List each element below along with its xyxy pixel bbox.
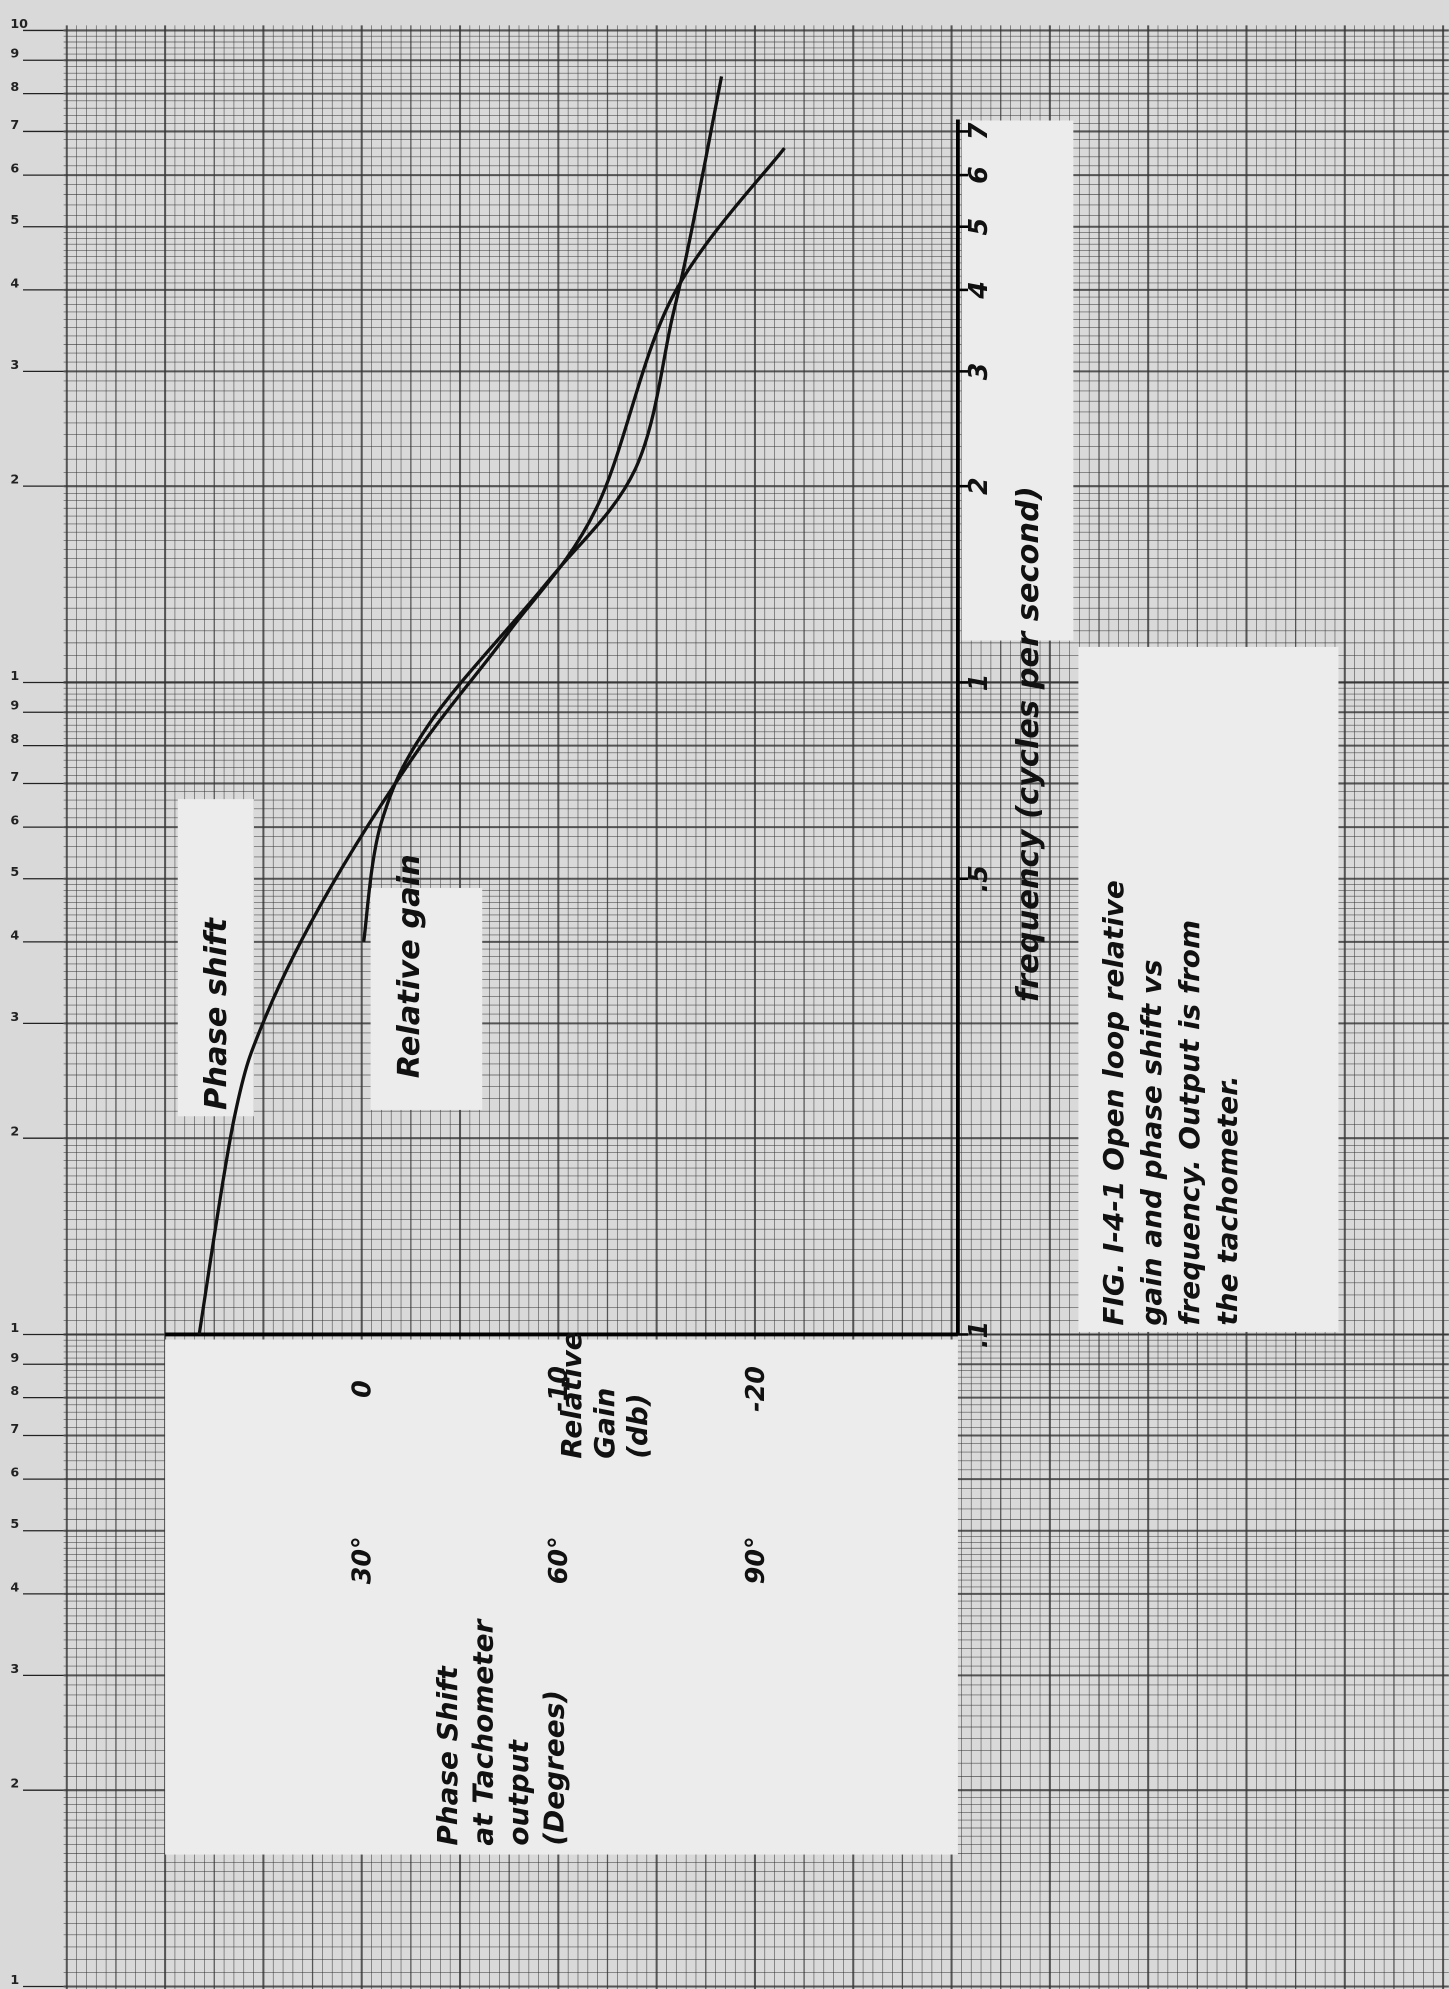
gain-axis-title: Relative — [555, 1331, 588, 1458]
series-label: Phase shift — [199, 917, 234, 1110]
paper-scale-label: 5 — [10, 1516, 19, 1531]
frequency-axis-title: frequency (cycles per second) — [1011, 486, 1046, 1002]
paper-scale-label: 4 — [10, 275, 19, 290]
gain-tick-label: 0 — [347, 1380, 377, 1398]
paper-scale-label: 6 — [10, 1465, 19, 1480]
paper-scale-label: 1 — [10, 1320, 19, 1335]
paper-scale-label: 7 — [10, 769, 19, 784]
paper-scale-label: 8 — [10, 79, 19, 94]
phase-tick-label: 60° — [543, 1536, 573, 1584]
paper-scale-label: 10 — [10, 16, 28, 31]
frequency-tick-label: 6 — [963, 166, 993, 184]
paper-scale-label: 1 — [10, 668, 19, 683]
caption: FIG. I-4-1 Open loop relative — [1097, 880, 1130, 1325]
frequency-tick-label: 3 — [963, 363, 993, 381]
paper-scale-label: 7 — [10, 117, 19, 132]
frequency-tick-label: 2 — [963, 477, 993, 495]
paper-scale-label: 9 — [10, 46, 19, 61]
frequency-tick-label: 5 — [963, 218, 993, 236]
paper-scale-label: 5 — [10, 864, 19, 879]
caption: gain and phase shift vs — [1135, 959, 1168, 1325]
paper-scale-label: 7 — [10, 1421, 19, 1436]
phase-axis-title: output — [502, 1738, 535, 1845]
paper-scale-label: 2 — [10, 1124, 19, 1139]
series-label: Relative gain — [392, 854, 427, 1078]
paper-scale-label: 3 — [10, 357, 19, 372]
frequency-tick-label: 1 — [963, 674, 993, 692]
paper-scale-label: 9 — [10, 698, 19, 713]
paper-scale-label: 6 — [10, 161, 19, 176]
paper-scale-label: 2 — [10, 1776, 19, 1791]
paper-scale-label: 4 — [10, 1579, 19, 1594]
paper-scale-label: 5 — [10, 212, 19, 227]
phase-axis-title: Phase Shift — [431, 1665, 464, 1846]
caption: frequency. Output is from — [1173, 920, 1206, 1326]
frequency-tick-label: 4 — [963, 281, 993, 300]
paper-scale-label: 8 — [10, 731, 19, 746]
caption: the tachometer. — [1211, 1075, 1244, 1325]
gain-axis-title: Gain — [588, 1388, 621, 1459]
paper-scale-label: 9 — [10, 1350, 19, 1365]
chart: 1 2 3 4 5 6 7 8 9 10 1 2 3 4 5 6 7 8 9 1 2 3 4 5 6 7 8 9 .1 .5 1 2 3 4 5 6… — [0, 0, 1449, 1989]
frequency-tick-label: .5 — [963, 865, 993, 892]
page: {"chart_data": { "type": "line", "log_x"… — [0, 0, 1449, 1989]
paper-scale-label: 3 — [10, 1009, 19, 1024]
frequency-tick-label: .1 — [963, 1321, 993, 1348]
phase-axis-title: (Degrees) — [537, 1690, 570, 1846]
frequency-tick-label: 7 — [963, 122, 993, 140]
phase-tick-label: 90° — [740, 1536, 770, 1584]
paper-scale-label: 8 — [10, 1383, 19, 1398]
paper-scale-label: 3 — [10, 1661, 19, 1676]
gain-tick-label: -20 — [740, 1366, 770, 1412]
paper-scale-label: 2 — [10, 472, 19, 487]
paper-scale-label: 1 — [10, 1972, 19, 1987]
paper-scale-label: 6 — [10, 813, 19, 828]
phase-axis-title: at Tachometer — [466, 1617, 499, 1845]
paper-scale-label: 4 — [10, 927, 19, 942]
phase-tick-label: 30° — [347, 1536, 377, 1584]
gain-axis-title: (db) — [621, 1393, 654, 1458]
